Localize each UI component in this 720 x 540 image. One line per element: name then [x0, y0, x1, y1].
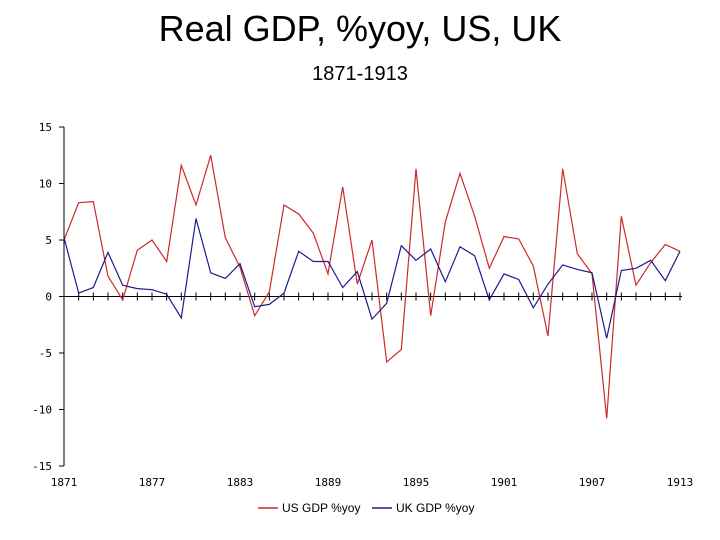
y-tick-label: 10	[39, 178, 52, 191]
chart-title: Real GDP, %yoy, US, UK	[158, 8, 562, 49]
series-lines	[63, 155, 681, 419]
x-tick-label: 1883	[227, 476, 254, 489]
series-line-us	[63, 155, 681, 419]
x-tick-label: 1895	[403, 476, 430, 489]
y-tick-label: 0	[45, 291, 52, 304]
axes	[59, 126, 682, 467]
x-tick-label: 1913	[667, 476, 694, 489]
tick-labels: 15 10 5 0 -5 -10 -15 1871 1877 1883 1889 1895 1901 19…	[32, 121, 693, 489]
legend: US GDP %yoy UK GDP %yoy	[258, 501, 474, 515]
x-tick-label: 1889	[315, 476, 342, 489]
legend-label: US GDP %yoy	[282, 501, 360, 515]
y-tick-label: 5	[45, 234, 52, 247]
y-tick-label: -5	[39, 347, 52, 360]
chart-subtitle: 1871-1913	[312, 63, 408, 85]
x-tick-label: 1877	[139, 476, 166, 489]
y-tick-label: -10	[32, 404, 52, 417]
series-line-uk	[63, 218, 681, 339]
legend-label: UK GDP %yoy	[396, 501, 474, 515]
x-tick-label: 1907	[579, 476, 606, 489]
x-tick-label: 1871	[51, 476, 78, 489]
y-tick-label: 15	[39, 121, 52, 134]
y-tick-label: -15	[32, 460, 52, 473]
x-tick-label: 1901	[491, 476, 518, 489]
